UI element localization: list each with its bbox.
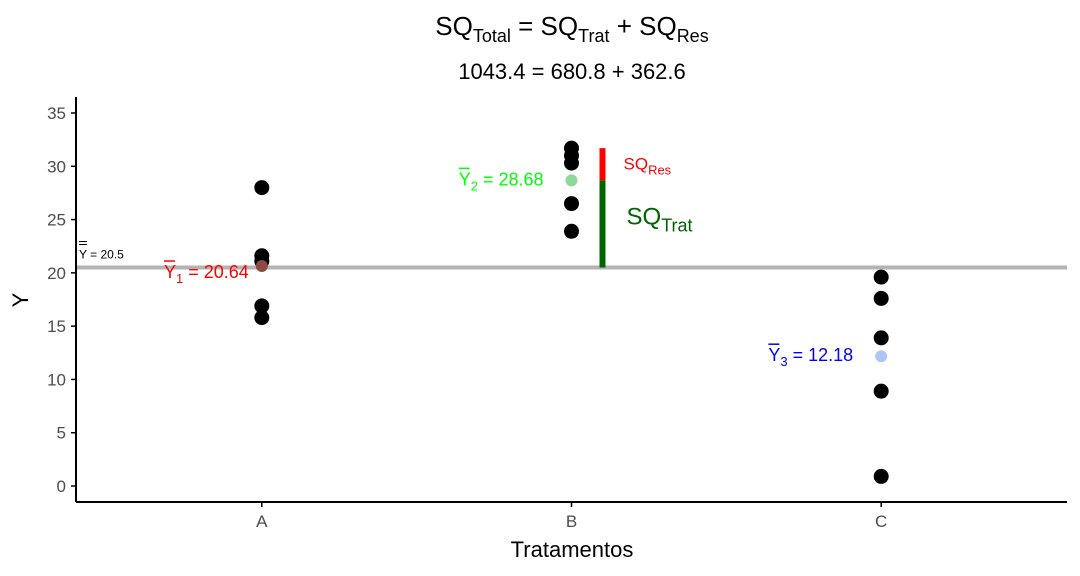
group-mean-label-value: = 12.18 xyxy=(788,345,854,365)
group-mean-label-sub: 1 xyxy=(176,271,183,286)
y-tick-label: 0 xyxy=(57,477,66,496)
group-mean-label-value: = 28.68 xyxy=(478,169,544,189)
title-equals: = xyxy=(511,11,541,41)
title-sub-res: Res xyxy=(677,26,709,46)
y-tick-label: 25 xyxy=(47,211,66,230)
svg-text:SQTotal = SQTrat + SQRes: SQTotal = SQTrat + SQRes xyxy=(435,11,708,46)
y-axis: 0 5 10 15 20 25 30 35 xyxy=(47,97,77,502)
y-tick-label: 35 xyxy=(47,104,66,123)
y-tick-label: 15 xyxy=(47,317,66,336)
x-axis-label: Tratamentos xyxy=(511,537,634,562)
x-axis: A B C xyxy=(76,501,1067,531)
sq-res-label-sub: Res xyxy=(648,162,672,177)
data-point xyxy=(564,155,579,171)
title-sq-trat: SQ xyxy=(541,11,579,41)
data-point xyxy=(564,196,579,212)
data-point xyxy=(873,330,889,346)
y-axis-label: Y xyxy=(8,292,33,307)
data-point xyxy=(873,383,889,399)
sq-res-label: SQRes xyxy=(624,154,672,177)
data-point xyxy=(873,468,889,484)
title-sub-total: Total xyxy=(473,26,511,46)
title-sub-trat: Trat xyxy=(578,26,609,46)
group-mean-dot xyxy=(255,260,268,273)
group-mean-label-symbol: Y xyxy=(164,262,176,282)
group-mean-label-sub: 3 xyxy=(780,354,787,369)
group-mean-label-value: = 20.64 xyxy=(183,262,249,282)
sq-trat-label-base: SQ xyxy=(627,204,662,231)
x-tick-label: A xyxy=(256,512,268,531)
group-mean-label-symbol: Y xyxy=(768,345,780,365)
data-point xyxy=(873,290,889,306)
title-sq-res: SQ xyxy=(639,11,677,41)
group-mean-label-sub: 2 xyxy=(471,178,478,193)
data-point xyxy=(564,223,579,239)
y-tick-label: 20 xyxy=(47,264,66,283)
data-point xyxy=(873,269,889,285)
group-mean-dot xyxy=(875,350,888,363)
grand-mean-label-value: = 20.5 xyxy=(87,248,124,262)
grand-mean-label: Y = 20.5 xyxy=(79,248,124,262)
data-point xyxy=(254,180,270,196)
chart-title: SQTotal = SQTrat + SQRes xyxy=(435,11,708,46)
sq-res-label-base: SQ xyxy=(624,154,649,173)
group-mean-label: Y1 = 20.64 xyxy=(164,262,249,286)
sq-trat-label: SQTrat xyxy=(627,204,693,236)
data-point xyxy=(254,298,270,314)
title-sq-total: SQ xyxy=(435,11,473,41)
group-mean-dot xyxy=(565,174,578,187)
y-tick-label: 10 xyxy=(47,370,66,389)
x-tick-label: C xyxy=(875,512,887,531)
y-tick-label: 30 xyxy=(47,157,66,176)
y-tick-label: 5 xyxy=(57,424,66,443)
group-mean-label: Y2 = 28.68 xyxy=(459,169,544,193)
group-mean-label-symbol: Y xyxy=(459,169,471,189)
data-point xyxy=(254,310,270,326)
group-mean-label: Y3 = 12.18 xyxy=(768,345,853,369)
title-plus: + xyxy=(609,11,639,41)
sq-trat-label-sub: Trat xyxy=(661,216,692,236)
x-tick-label: B xyxy=(566,512,577,531)
grand-mean-label-symbol: Y xyxy=(79,248,87,262)
chart-subtitle: 1043.4 = 680.8 + 362.6 xyxy=(458,59,686,84)
